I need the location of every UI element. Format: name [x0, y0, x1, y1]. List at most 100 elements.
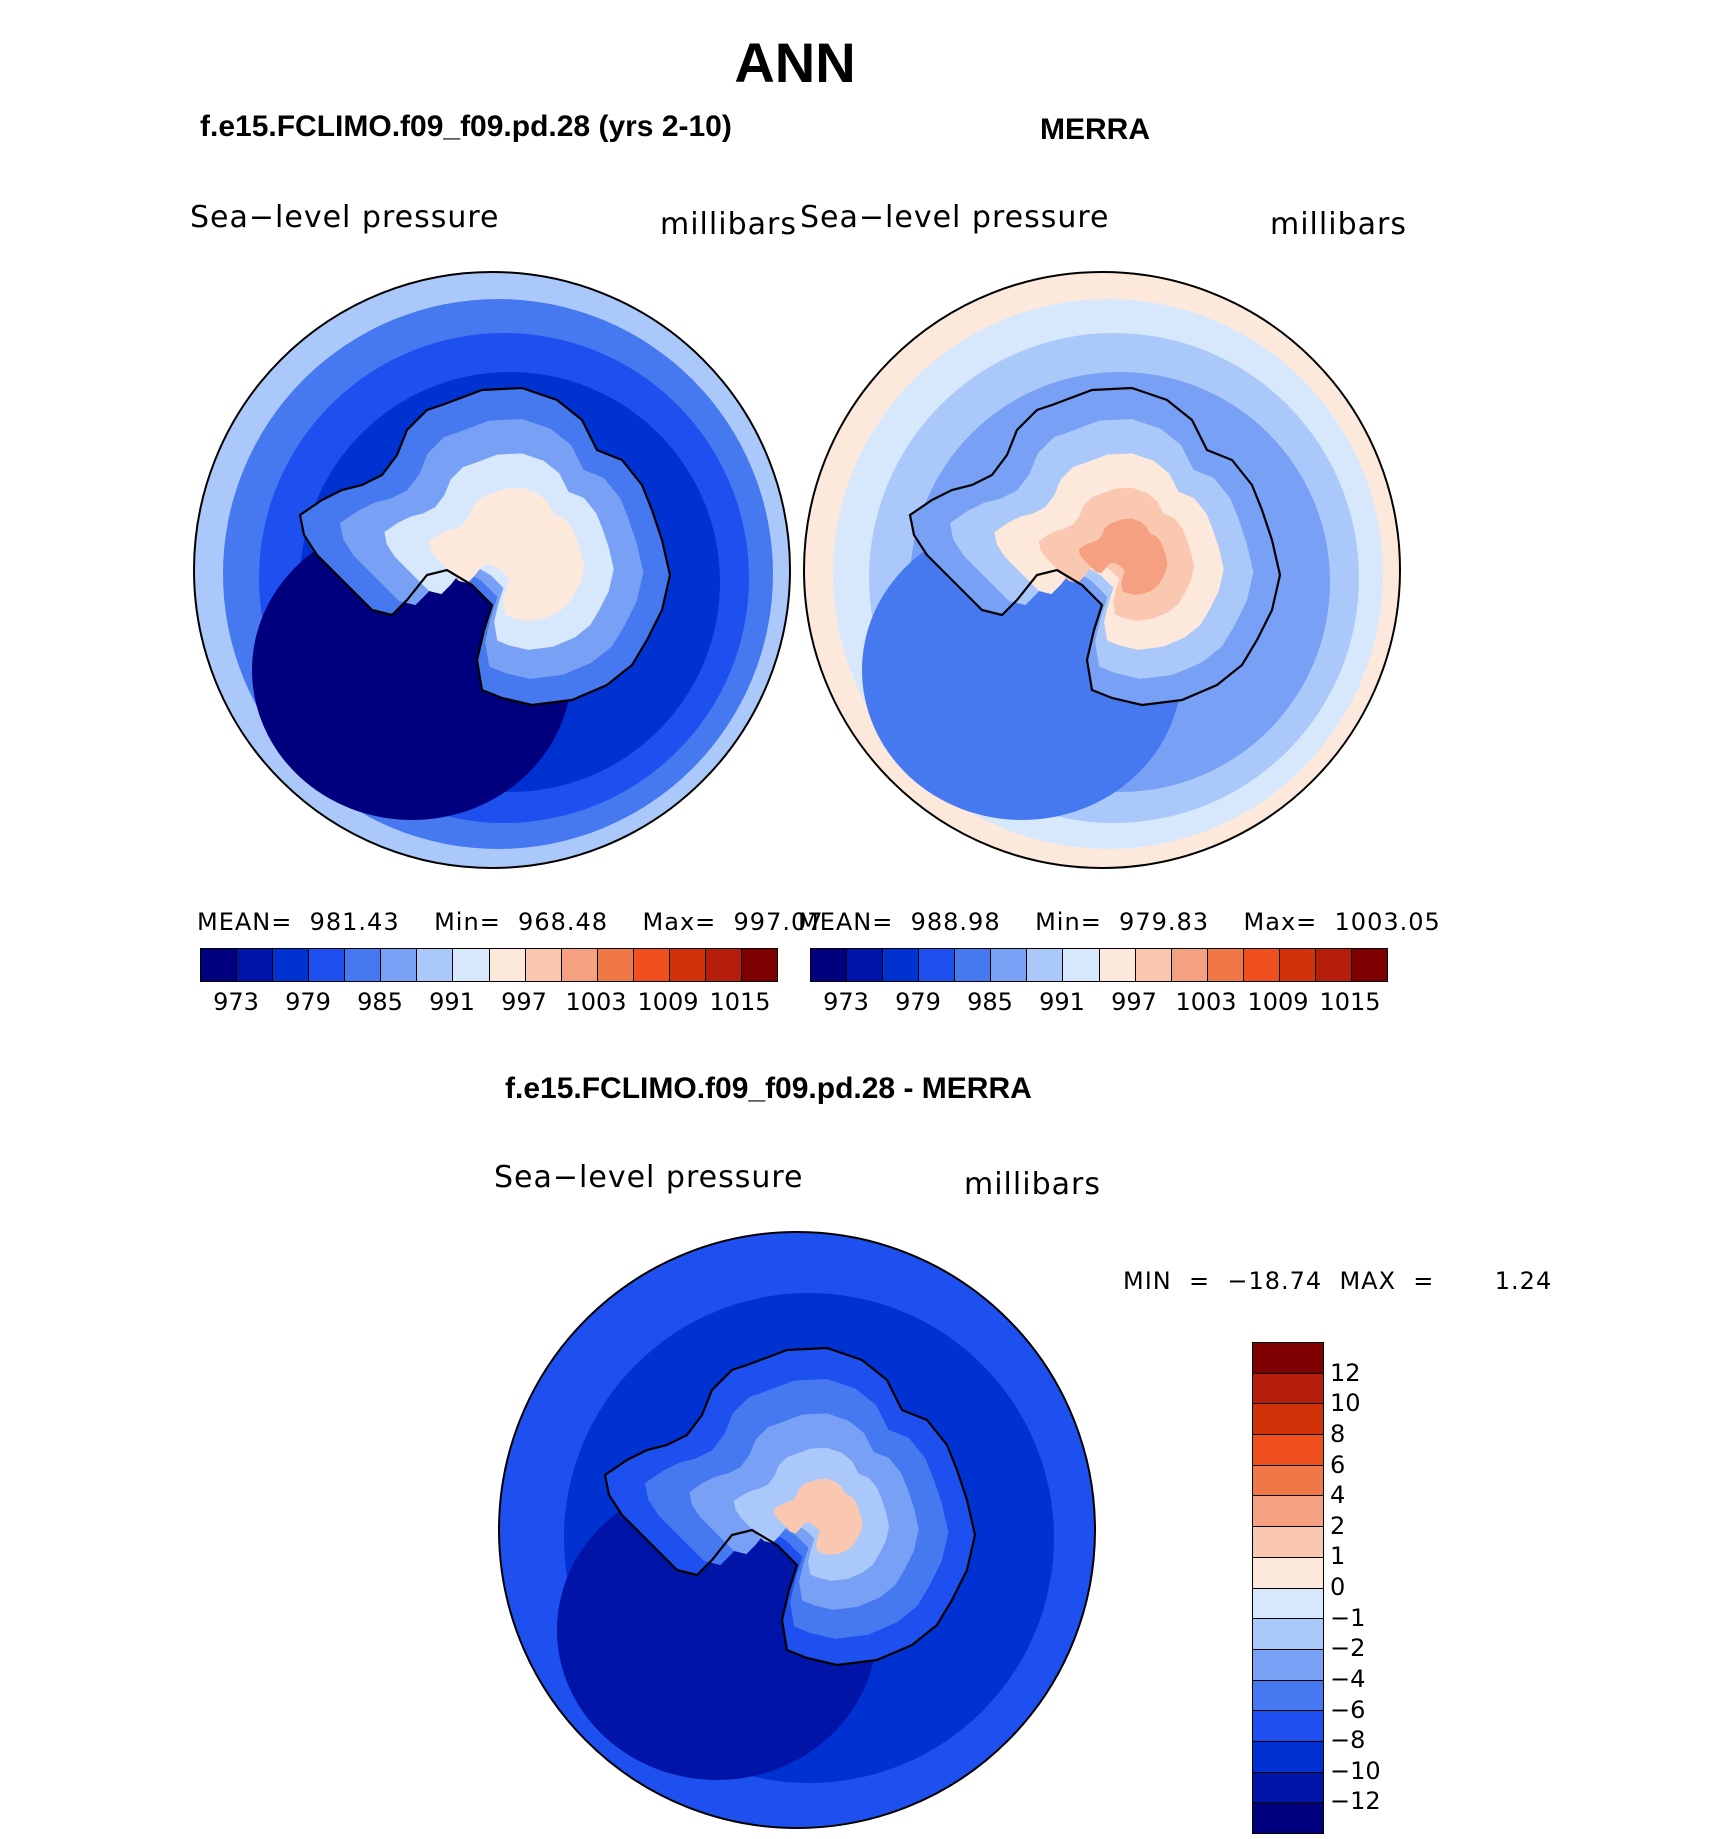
panel2-stats: MEAN= 988.98 Min= 979.83 Max= 1003.05	[798, 908, 1441, 936]
colorbar-tick-label: 1015	[709, 988, 771, 1016]
colorbar-tick-label: 1009	[637, 988, 699, 1016]
colorbar-swatch	[345, 949, 382, 981]
difference-variable-label: Sea−level pressure	[494, 1160, 804, 1195]
colorbar-swatch	[237, 949, 274, 981]
colorbar-swatch	[1171, 949, 1208, 981]
colorbar-swatch	[1315, 949, 1352, 981]
colorbar-tick-label: 1003	[1175, 988, 1237, 1016]
colorbar-swatch	[1253, 1619, 1323, 1650]
colorbar-tick-label: 10	[1330, 1389, 1361, 1418]
colorbar-tick-label: 4	[1330, 1481, 1346, 1510]
colorbar-tick-label: 8	[1330, 1419, 1346, 1448]
colorbar-swatch	[273, 949, 310, 981]
panel2-units-label: millibars	[1270, 207, 1407, 242]
colorbar-swatch	[1253, 1649, 1323, 1681]
colorbar-swatch	[883, 949, 920, 981]
difference-colorbar-ticks: 12 10 8 6 4 2 1 0 −1 −2 −4 −6 −8 −10 −12	[1330, 1342, 1420, 1832]
colorbar-tick-label: 997	[501, 988, 547, 1016]
colorbar-tick-label: 973	[823, 988, 869, 1016]
colorbar-swatch	[1253, 1435, 1323, 1466]
map-boundary	[803, 271, 1401, 869]
panel1-units-label: millibars	[660, 207, 797, 242]
figure-title: ANN	[734, 31, 856, 94]
colorbar-swatch	[1253, 1404, 1323, 1436]
colorbar-tick-label: 979	[895, 988, 941, 1016]
colorbar-swatch	[309, 949, 346, 981]
colorbar-swatch	[633, 949, 670, 981]
colorbar-swatch	[705, 949, 742, 981]
colorbar-tick-label: 1009	[1247, 988, 1309, 1016]
colorbar-swatch	[417, 949, 454, 981]
panel1-stats: MEAN= 981.43 Min= 968.48 Max= 997.07	[197, 908, 824, 936]
panel2-colorbar-ticks: 973 979 985 991 997 1003 1009 1015	[810, 988, 1386, 1018]
colorbar-swatch	[201, 949, 238, 981]
colorbar-swatch	[1253, 1527, 1323, 1558]
colorbar-swatch	[1253, 1496, 1323, 1528]
colorbar-swatch	[525, 949, 562, 981]
colorbar-swatch	[1351, 949, 1387, 981]
colorbar-swatch	[453, 949, 490, 981]
colorbar-tick-label: 997	[1111, 988, 1157, 1016]
colorbar-swatch	[1253, 1465, 1323, 1497]
colorbar-tick-label: −10	[1330, 1756, 1381, 1785]
panel2-case-title: MERRA	[1040, 113, 1150, 146]
colorbar-swatch	[1207, 949, 1244, 981]
colorbar-tick-label: 0	[1330, 1573, 1346, 1601]
map-boundary	[193, 271, 791, 869]
colorbar-swatch	[381, 949, 418, 981]
panel1-map	[193, 271, 791, 869]
colorbar-swatch	[1027, 949, 1064, 981]
colorbar-swatch	[741, 949, 777, 981]
coastline	[908, 386, 1282, 707]
difference-colorbar	[1252, 1342, 1324, 1834]
panel1-colorbar	[200, 948, 778, 982]
colorbar-swatch	[991, 949, 1028, 981]
colorbar-swatch	[1253, 1711, 1323, 1742]
colorbar-swatch	[1253, 1803, 1323, 1833]
colorbar-tick-label: −6	[1330, 1695, 1366, 1724]
colorbar-tick-label: 1	[1330, 1542, 1346, 1571]
colorbar-swatch	[1279, 949, 1316, 981]
colorbar-tick-label: 12	[1330, 1358, 1361, 1387]
panel1-variable-label: Sea−level pressure	[190, 200, 500, 235]
contour-band	[1078, 518, 1168, 595]
colorbar-tick-label: 1003	[565, 988, 627, 1016]
panel1-colorbar-ticks: 973 979 985 991 997 1003 1009 1015	[200, 988, 776, 1018]
colorbar-tick-label: −1	[1330, 1603, 1366, 1632]
colorbar-tick-label: 985	[357, 988, 403, 1016]
colorbar-swatch	[1243, 949, 1280, 981]
coastline	[298, 386, 672, 707]
colorbar-tick-label: −2	[1330, 1634, 1366, 1663]
panel1-case-title: f.e15.FCLIMO.f09_f09.pd.28 (yrs 2-10)	[200, 110, 732, 143]
colorbar-tick-label: −8	[1330, 1726, 1366, 1755]
colorbar-swatch	[1253, 1557, 1323, 1589]
colorbar-swatch	[811, 949, 848, 981]
map-boundary	[498, 1231, 1096, 1829]
colorbar-swatch	[597, 949, 634, 981]
colorbar-swatch	[1253, 1343, 1323, 1374]
colorbar-tick-label: 2	[1330, 1511, 1346, 1540]
colorbar-tick-label: 991	[1039, 988, 1085, 1016]
colorbar-tick-label: −4	[1330, 1664, 1366, 1693]
colorbar-swatch	[1253, 1373, 1323, 1405]
difference-case-title: f.e15.FCLIMO.f09_f09.pd.28 - MERRA	[505, 1072, 1032, 1105]
contour-band	[428, 487, 585, 621]
colorbar-swatch	[1253, 1588, 1323, 1620]
colorbar-tick-label: 991	[429, 988, 475, 1016]
coastline	[603, 1346, 977, 1667]
colorbar-swatch	[1135, 949, 1172, 981]
colorbar-swatch	[955, 949, 992, 981]
colorbar-swatch	[847, 949, 884, 981]
panel2-map	[803, 271, 1401, 869]
difference-units-label: millibars	[964, 1167, 1101, 1202]
panel2-colorbar	[810, 948, 1388, 982]
colorbar-tick-label: −12	[1330, 1787, 1381, 1816]
colorbar-tick-label: 973	[213, 988, 259, 1016]
colorbar-swatch	[561, 949, 598, 981]
colorbar-swatch	[1253, 1680, 1323, 1712]
difference-map	[498, 1231, 1096, 1829]
colorbar-swatch	[1099, 949, 1136, 981]
colorbar-tick-label: 985	[967, 988, 1013, 1016]
colorbar-tick-label: 6	[1330, 1450, 1346, 1479]
colorbar-swatch	[489, 949, 526, 981]
